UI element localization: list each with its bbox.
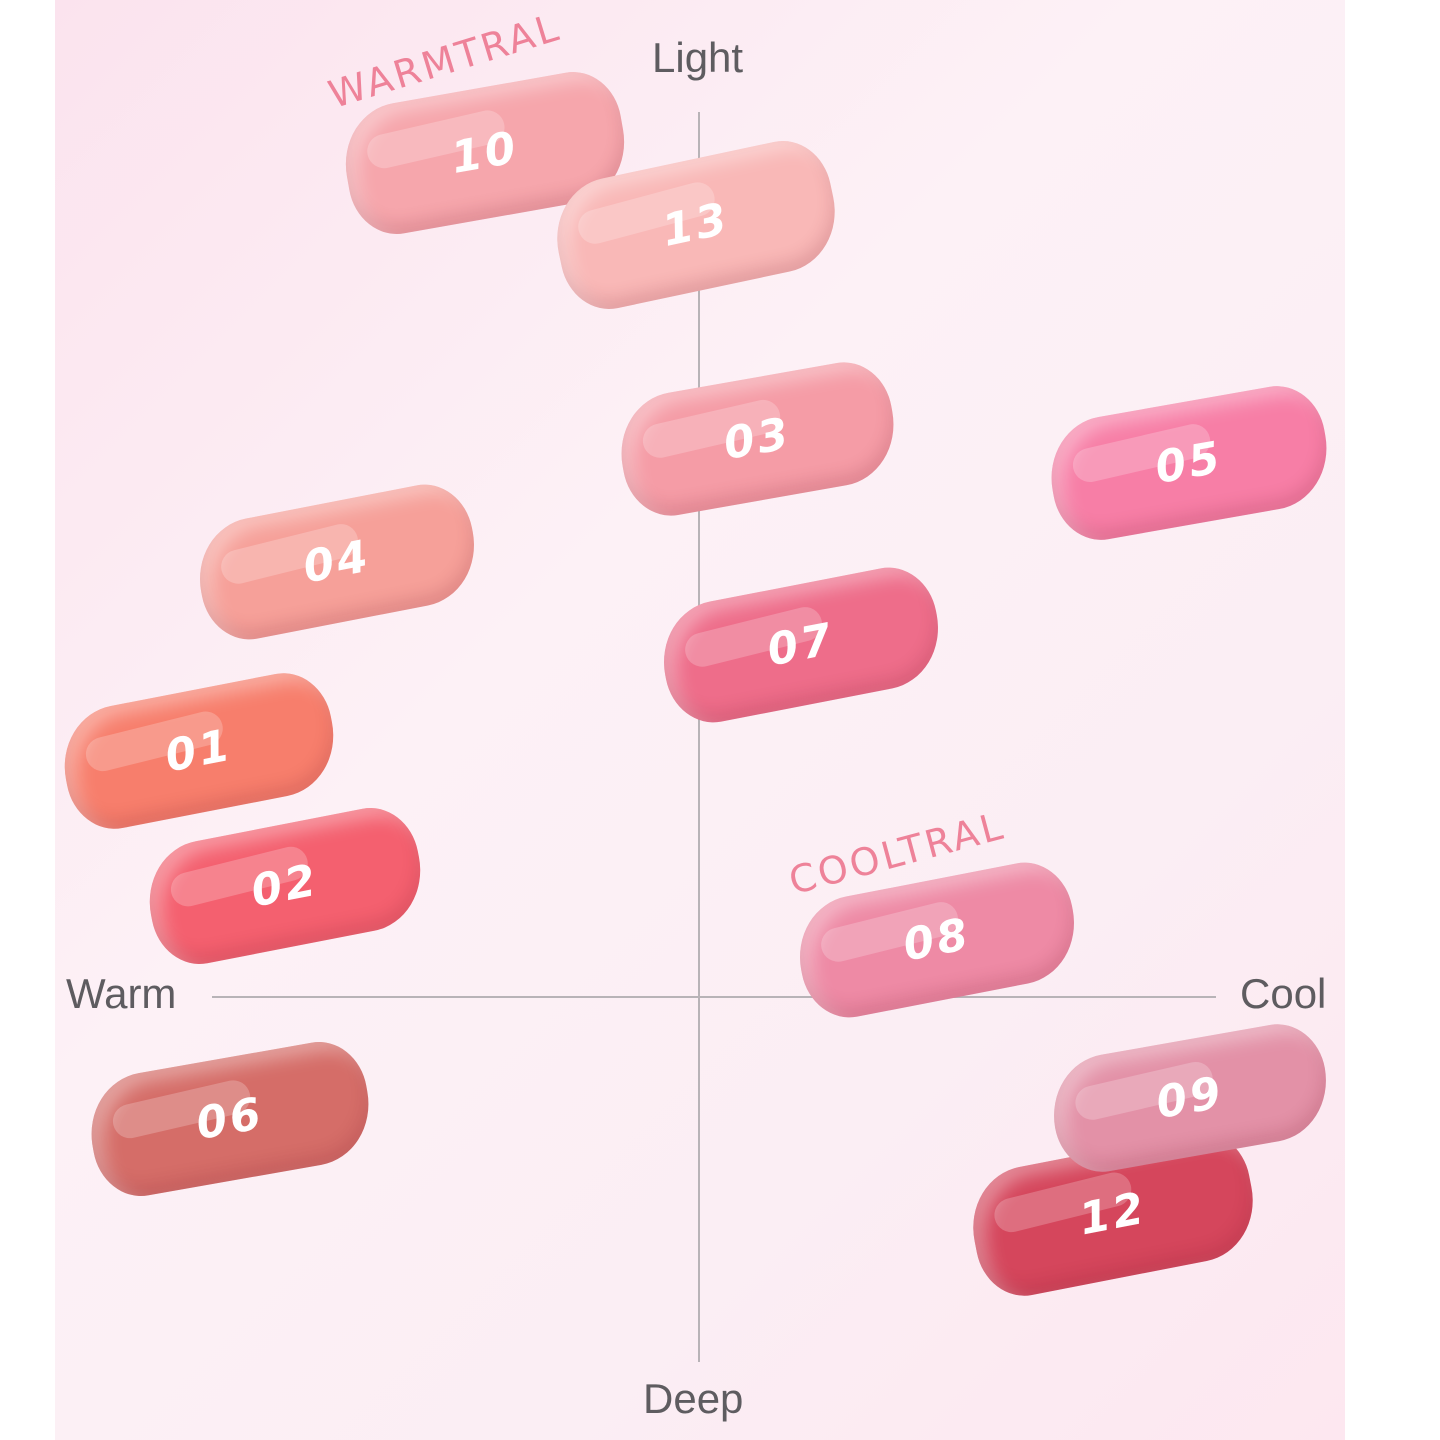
axis-label-light: Light	[652, 34, 744, 81]
swatch-code-13: 13	[657, 193, 735, 257]
swatch-code-07: 07	[763, 613, 839, 677]
swatch-code-08: 08	[899, 908, 975, 972]
axis-label-warm: Warm	[66, 970, 177, 1017]
swatch-code-04: 04	[299, 530, 375, 594]
swatch-code-05: 05	[1151, 432, 1227, 494]
swatch-code-09: 09	[1152, 1067, 1228, 1129]
light-deep-axis	[698, 112, 700, 1362]
swatch-code-03: 03	[719, 408, 796, 470]
swatch-code-12: 12	[1075, 1182, 1151, 1246]
swatch-code-02: 02	[247, 854, 323, 918]
swatch-code-06: 06	[192, 1088, 268, 1150]
axis-label-deep: Deep	[643, 1375, 744, 1422]
axis-label-cool: Cool	[1240, 970, 1327, 1017]
swatch-code-01: 01	[161, 719, 237, 783]
warm-cool-axis	[212, 996, 1216, 998]
